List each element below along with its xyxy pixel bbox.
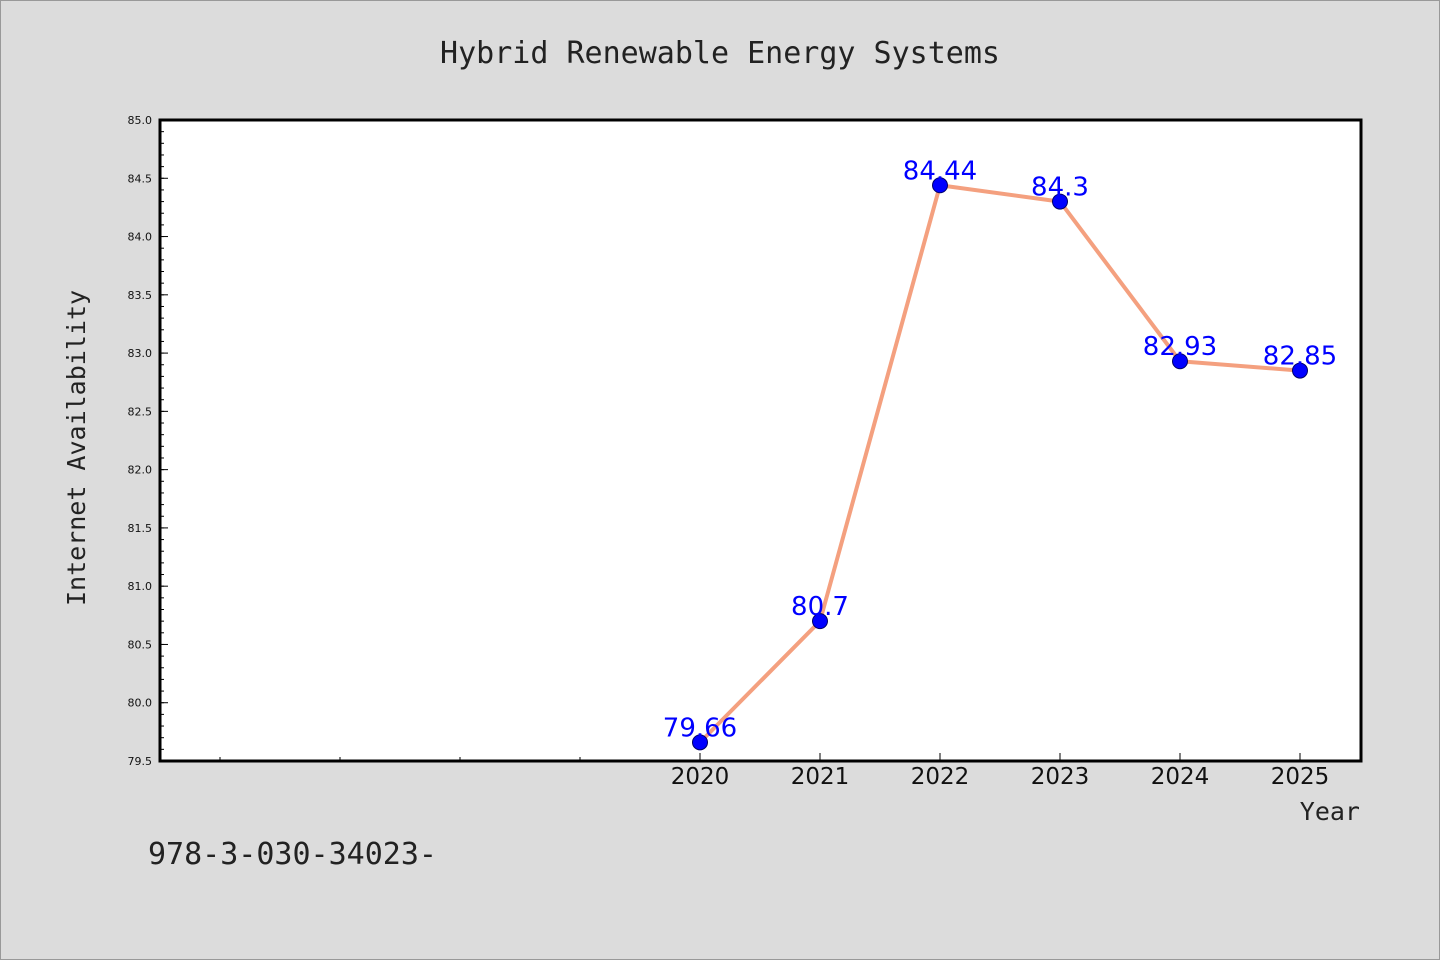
y-tick-label: 83.5 xyxy=(128,289,153,302)
y-tick-label: 79.5 xyxy=(128,755,153,768)
y-tick-label: 82.0 xyxy=(128,464,153,477)
data-label: 84.3 xyxy=(1031,173,1089,203)
y-tick-label: 83.0 xyxy=(128,347,153,360)
plot-area xyxy=(158,118,1363,763)
x-axis-label: Year xyxy=(1300,797,1360,826)
marks-layer: 79.66 80.7 84.44 84.3 82.93 82.85 xyxy=(663,156,1337,751)
data-label: 82.85 xyxy=(1263,342,1337,372)
data-point xyxy=(932,177,948,194)
y-tick-label: 81.5 xyxy=(128,522,153,535)
y-tick-label: 84.0 xyxy=(128,231,153,244)
data-point xyxy=(1052,193,1068,210)
y-tick-label: 85.0 xyxy=(128,114,153,127)
ticks-layer: 79.5 80.0 80.5 81.0 81.5 82.0 82.5 83.0 83.5 84.0… xyxy=(128,114,1330,790)
data-point xyxy=(692,734,708,751)
series-line xyxy=(698,183,1301,744)
data-label: 84.44 xyxy=(903,156,977,186)
data-label: 82.93 xyxy=(1143,332,1217,362)
x-tick-label: 2023 xyxy=(1031,764,1090,790)
chart-title: Hybrid Renewable Energy Systems xyxy=(440,36,1000,71)
y-tick-label: 84.5 xyxy=(128,172,153,185)
y-tick-label: 80.5 xyxy=(128,638,153,651)
x-tick-label: 2025 xyxy=(1271,764,1330,790)
y-tick-label: 80.0 xyxy=(128,697,153,710)
data-point xyxy=(1172,353,1188,370)
data-point xyxy=(1292,362,1308,379)
data-label: 80.7 xyxy=(791,592,849,622)
y-tick-label: 81.0 xyxy=(128,580,153,593)
x-tick-label: 2021 xyxy=(791,764,850,790)
footer-text: 978-3-030-34023- xyxy=(148,837,437,872)
y-axis-label: Internet Availability xyxy=(62,290,91,606)
y-tick-label: 82.5 xyxy=(128,405,153,418)
x-tick-label: 2020 xyxy=(671,764,730,790)
data-point xyxy=(812,613,828,630)
x-tick-label: 2024 xyxy=(1151,764,1210,790)
data-label: 79.66 xyxy=(663,713,737,743)
x-tick-label: 2022 xyxy=(911,764,970,790)
